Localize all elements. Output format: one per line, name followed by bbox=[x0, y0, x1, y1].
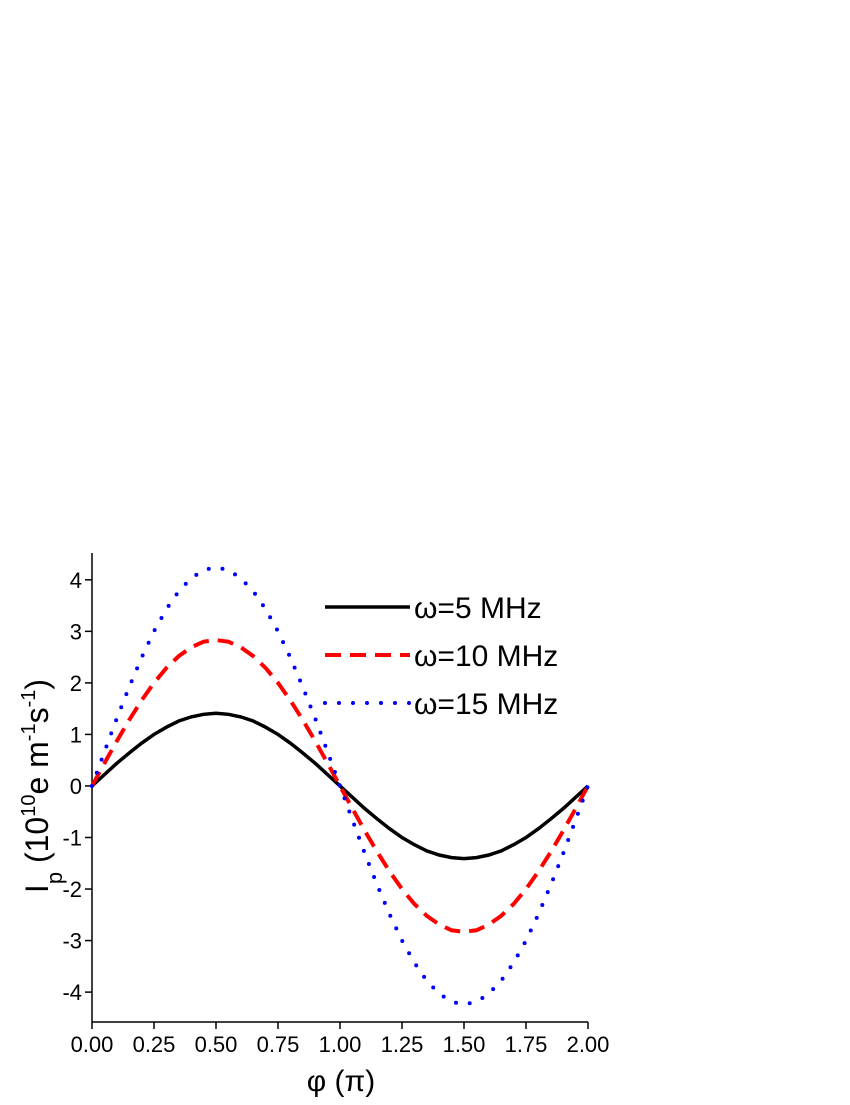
x-tick-label: 1.50 bbox=[443, 1032, 486, 1057]
series-line bbox=[90, 565, 590, 1007]
x-tick-label: 1.75 bbox=[505, 1032, 548, 1057]
y-label-sup: -1 bbox=[18, 723, 40, 741]
y-label-sup: -1 bbox=[18, 690, 40, 708]
legend-label: ω=10 MHz bbox=[414, 640, 558, 673]
x-tick-label: 0.25 bbox=[133, 1032, 176, 1057]
y-label-sub: p bbox=[42, 872, 67, 884]
y-label-part: e m bbox=[19, 741, 55, 794]
y-tick-label: -2 bbox=[62, 877, 82, 902]
x-tick-label: 1.00 bbox=[319, 1032, 362, 1057]
y-axis-label: Ip (1010e m-1s-1) bbox=[18, 679, 67, 893]
series-line bbox=[90, 638, 590, 934]
y-label-part: ) bbox=[19, 679, 55, 690]
y-label-part: s bbox=[19, 707, 55, 723]
legend-label: ω=5 MHz bbox=[414, 592, 542, 625]
x-tick-label: 0.00 bbox=[71, 1032, 114, 1057]
y-tick-label: 4 bbox=[70, 568, 82, 593]
y-tick-label: 2 bbox=[70, 671, 82, 696]
x-tick-label: 0.75 bbox=[257, 1032, 300, 1057]
y-label-part: (10 bbox=[19, 817, 55, 872]
y-tick-label: -4 bbox=[62, 980, 82, 1005]
y-label-sup: 10 bbox=[18, 795, 40, 817]
x-tick-label: 1.25 bbox=[381, 1032, 424, 1057]
x-tick-label: 2.00 bbox=[567, 1032, 610, 1057]
y-tick-label: -3 bbox=[62, 929, 82, 954]
y-label-part: I bbox=[19, 884, 55, 893]
y-tick-label: 1 bbox=[70, 722, 82, 747]
y-tick-label: 3 bbox=[70, 619, 82, 644]
y-tick-label: -1 bbox=[62, 825, 82, 850]
x-axis-label: φ (π) bbox=[307, 1065, 375, 1098]
legend-label: ω=15 MHz bbox=[414, 688, 558, 721]
y-tick-label: 0 bbox=[70, 774, 82, 799]
x-tick-label: 0.50 bbox=[195, 1032, 238, 1057]
